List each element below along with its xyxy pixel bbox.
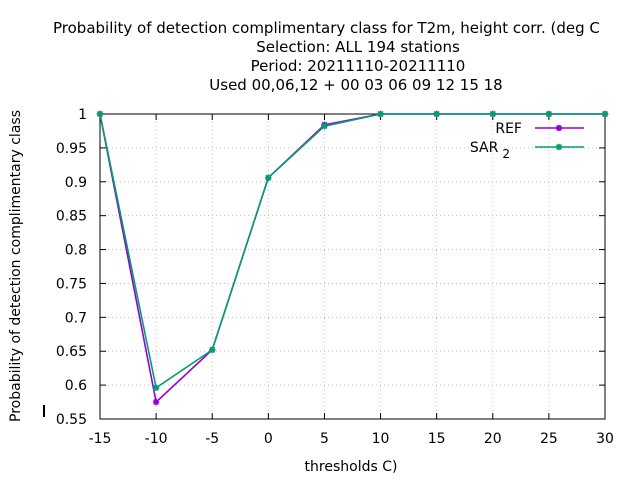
x-tick-label-5: 10 bbox=[372, 431, 390, 447]
series-line-sar bbox=[99, 113, 605, 390]
series-point-ref-1 bbox=[152, 398, 160, 406]
series-ref bbox=[96, 110, 609, 406]
y-tick-label-6: 0.85 bbox=[56, 209, 87, 225]
legend-label-sar: SAR 2 bbox=[470, 140, 510, 161]
x-ticks: -15 -10 -5 0 5 10 15 20 25 30 bbox=[89, 114, 614, 447]
x-tick-label-6: 15 bbox=[428, 431, 446, 447]
y-tick-label-9: 1 bbox=[78, 107, 87, 123]
series-sar bbox=[96, 110, 609, 392]
series-point-sar-3 bbox=[265, 174, 272, 181]
y-tick-label-4: 0.75 bbox=[56, 276, 87, 292]
grid bbox=[100, 114, 605, 419]
x-tick-label-3: 0 bbox=[264, 431, 273, 447]
series-line-ref bbox=[99, 113, 605, 404]
series-point-sar-1 bbox=[152, 384, 160, 392]
x-tick-label-2: -5 bbox=[205, 431, 219, 447]
axes bbox=[99, 113, 606, 420]
x-tick-label-7: 20 bbox=[484, 431, 502, 447]
title-line-2: Selection: ALL 194 stations bbox=[256, 38, 460, 56]
y-tick-label-8: 0.95 bbox=[56, 141, 87, 157]
series-point-sar-4 bbox=[321, 123, 328, 130]
y-axis-label: Probability of detection complimentary c… bbox=[8, 110, 24, 422]
series-point-sar-8 bbox=[545, 110, 553, 118]
title-line-1: Probability of detection complimentary c… bbox=[53, 19, 600, 37]
y-ticks: 0.55 0.6 0.65 0.7 0.75 0.8 0.85 0.9 0.95 1 bbox=[56, 107, 605, 428]
y-tick-label-3: 0.7 bbox=[65, 310, 87, 326]
series-point-sar-6 bbox=[433, 110, 440, 118]
legend-label-ref: REF bbox=[495, 121, 522, 137]
x-tick-label-4: 5 bbox=[320, 431, 329, 447]
series-group bbox=[96, 110, 609, 406]
x-tick-label-1: -10 bbox=[145, 431, 168, 447]
x-tick-label-0: -15 bbox=[89, 431, 112, 447]
series-point-sar-2 bbox=[209, 346, 216, 354]
y-label-mark bbox=[43, 405, 45, 417]
series-point-sar-5 bbox=[377, 110, 384, 118]
legend-subscript: 2 bbox=[502, 147, 510, 161]
title-line-4: Used 00,06,12 + 00 03 06 09 12 15 18 bbox=[209, 76, 502, 94]
y-tick-label-1: 0.6 bbox=[65, 378, 87, 394]
legend: REF SAR 2 bbox=[470, 121, 584, 161]
x-tick-label-8: 25 bbox=[540, 431, 558, 447]
series-point-sar-9 bbox=[601, 110, 609, 118]
plot-border bbox=[99, 113, 606, 420]
series-point-sar-0 bbox=[96, 110, 104, 118]
y-tick-label-5: 0.8 bbox=[65, 243, 87, 259]
legend-entry-ref: REF bbox=[495, 121, 584, 137]
series-point-sar-7 bbox=[489, 110, 496, 118]
y-tick-label-7: 0.9 bbox=[65, 175, 87, 191]
legend-entry-sar: SAR 2 bbox=[470, 140, 584, 161]
title-line-3: Period: 20211110-20211110 bbox=[251, 57, 466, 75]
legend-marker-ref bbox=[555, 124, 563, 132]
legend-marker-sar bbox=[555, 143, 563, 151]
y-tick-label-0: 0.55 bbox=[56, 412, 87, 428]
x-axis-label: thresholds C) bbox=[305, 459, 398, 475]
chart-title: Probability of detection complimentary c… bbox=[53, 19, 600, 94]
x-tick-label-9: 30 bbox=[596, 431, 614, 447]
y-tick-label-2: 0.65 bbox=[56, 344, 87, 360]
